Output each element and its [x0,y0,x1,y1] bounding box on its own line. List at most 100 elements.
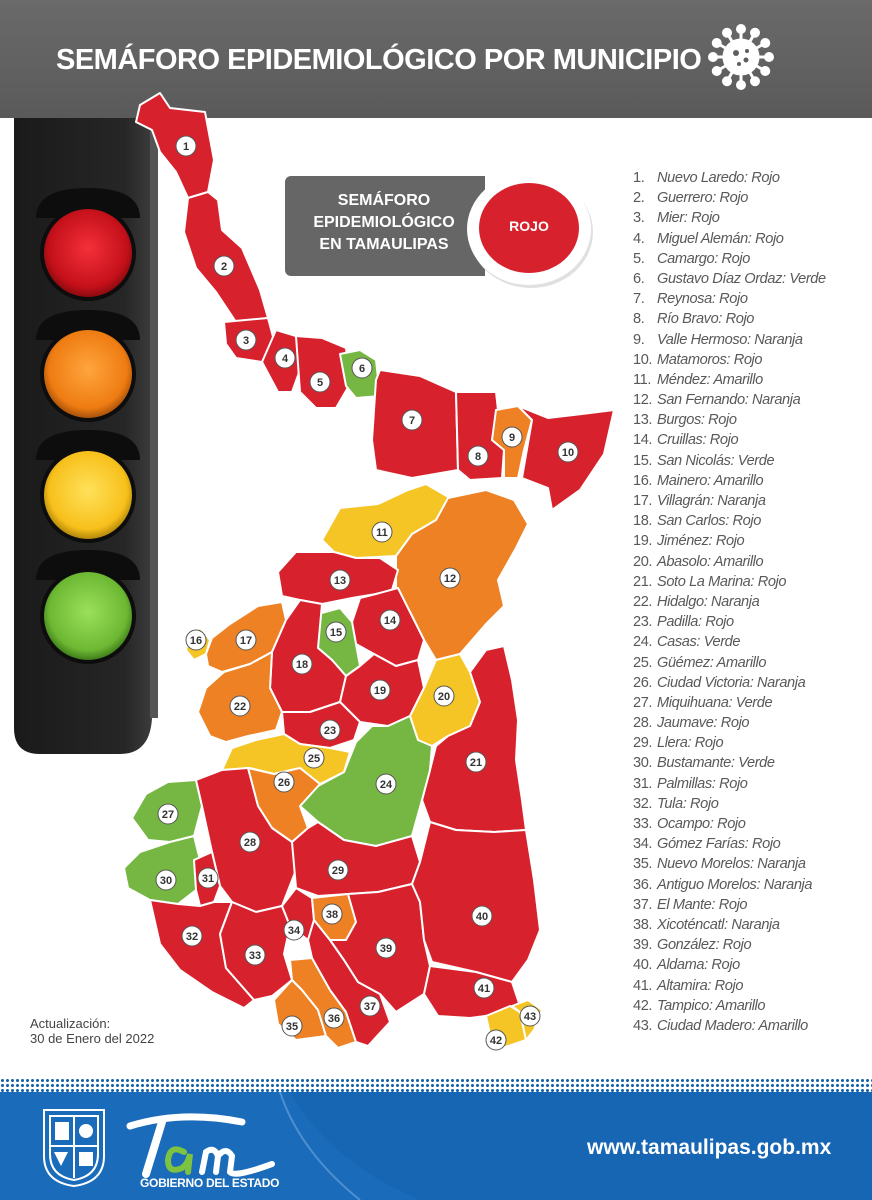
municipality-number-label: 19 [374,685,386,697]
municipality-marker [325,621,347,643]
state-status-badge: SEMÁFORO EPIDEMIOLÓGICO EN TAMAULIPAS [285,176,485,276]
municipality-number-label: 32 [186,931,198,943]
municipality-marker [319,719,341,741]
legend-status: Rojo [719,291,748,308]
update-date: 30 de Enero del 2022 [30,1031,155,1046]
legend-municipality-name: González [657,937,716,954]
municipality-marker [323,1007,345,1029]
municipality-marker [375,773,397,795]
municipality-marker [401,409,423,431]
traffic-light [14,118,158,754]
legend-item: 22. Hidalgo: Naranja [633,592,869,612]
legend-separator: : [730,755,739,772]
website-url[interactable]: www.tamaulipas.gob.mx [587,1136,832,1159]
legend-municipality-name: Ciudad Victoria [657,674,750,691]
legend-municipality-name: Güémez [657,654,710,671]
municipality-number-label: 25 [308,753,320,765]
state-status-value: ROJO [509,218,549,234]
legend-status: Naranja [763,876,813,893]
legend-municipality-name: Río Bravo [657,311,719,328]
legend-item: 17. Villagrán: Naranja [633,491,869,511]
legend-status: Rojo [725,311,755,328]
legend-separator: : [728,694,736,711]
municipality-number-label: 8 [475,451,481,463]
legend-item: 5. Camargo: Rojo [633,249,869,269]
municipality-number-label: 15 [330,627,342,639]
legend-separator: : [718,311,726,328]
legend-item: 39. González: Rojo [633,935,869,955]
tam-logo [126,1113,275,1178]
legend-status: Amarillo [758,1017,808,1034]
legend-municipality-name: Jaumave [657,715,714,732]
legend-item: 15. San Nicolás: Verde [633,451,869,471]
municipality-number-label: 18 [296,659,308,671]
legend-municipality-name: San Fernando [657,392,745,409]
legend-number: 11. [633,371,652,388]
legend-status: Rojo [719,190,749,207]
municipality-number-label: 35 [286,1021,298,1033]
municipality-marker [369,679,391,701]
legend-municipality-name: Ocampo [657,816,710,832]
municipality-marker [213,255,235,277]
legend-municipality-name: Guerrero [657,190,713,207]
legend-separator: : [744,392,753,409]
legend-status: Rojo [714,977,744,994]
municipality-marker [321,903,343,925]
legend-status: Naranja [754,331,803,348]
legend-municipality-name: Burgos [657,412,701,429]
legend-number: 9. [633,331,645,348]
legend-status: Amarillo [713,553,764,570]
legend-municipality-name: Mainero [657,472,707,489]
legend-item: 18. San Carlos: Rojo [633,511,869,531]
legend-item: 42. Tampico: Amarillo [633,996,869,1016]
legend-number: 42. [633,997,653,1014]
legend-separator: : [743,170,752,186]
legend-status: Rojo [721,250,751,267]
municipality-number-label: 7 [409,415,415,427]
municipality-marker [235,629,257,651]
legend-item: 23. Padilla: Rojo [633,612,869,632]
legend-separator: : [713,715,721,732]
legend-status: Naranja [757,674,806,691]
legend-number: 30. [633,755,653,772]
municipality-marker [157,803,179,825]
legend-separator: : [746,331,755,348]
legend-status: Rojo [718,896,748,913]
legend-item: 30. Bustamante: Verde [633,753,869,773]
municipality-marker [239,831,261,853]
legend-item: 12. San Fernando: Naranja [633,390,869,410]
legend-municipality-name: Ciudad Madero [657,1017,752,1034]
page-title: SEMÁFORO EPIDEMIOLÓGICO POR MUNICIPIO [56,44,702,76]
legend-status: Amarillo [716,654,767,671]
legend-municipality-name: Xicoténcatl [657,916,724,933]
legend-separator: : [704,957,712,974]
municipality-number-label: 22 [234,701,246,713]
legend-item: 36. Antiguo Morelos: Naranja [633,875,869,895]
municipality-marker [501,426,523,448]
municipality-number-label: 37 [364,1001,376,1013]
municipality-number-label: 33 [249,950,261,962]
badge-line: EPIDEMIOLÓGICO [313,214,455,231]
legend-separator: : [726,351,734,368]
legend-municipality-name: Llera [657,735,688,752]
legend-separator: : [702,432,710,449]
municipality-marker [519,1005,541,1027]
legend-item: 34. Gómez Farías: Rojo [633,834,869,854]
legend-separator: : [687,735,695,752]
update-label: Actualización: [30,1016,111,1031]
legend-item: 8. Río Bravo: Rojo [633,309,869,329]
municipality-marker [274,347,296,369]
legend-item: 20. Abasolo: Amarillo [633,552,869,572]
legend-separator: : [709,493,718,509]
legend-municipality-name: Mier [657,210,684,227]
legend-item: 13. Burgos: Rojo [633,410,869,430]
legend-item: 14. Cruillas: Rojo [633,430,869,450]
legend-municipality-name: Aldama [657,957,705,974]
municipality-number-label: 4 [282,353,289,365]
legend-item: 29. Llera: Rojo [633,733,869,753]
legend-number: 22. [633,593,653,610]
municipality-marker [359,995,381,1017]
legend-status: Amarillo [713,371,763,388]
municipality-marker [273,771,295,793]
municipality-marker [329,569,351,591]
